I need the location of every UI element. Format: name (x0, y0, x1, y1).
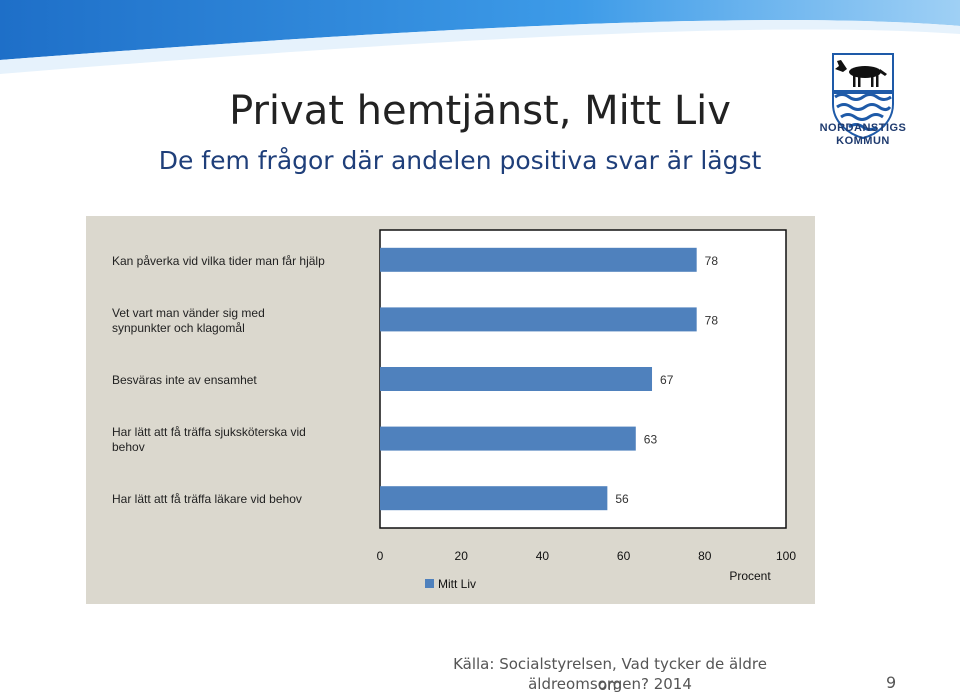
category-label-3: Besväras inte av ensamhet (112, 373, 257, 387)
logo-text-line2: KOMMUN (836, 135, 890, 147)
category-label-2-line2: synpunkter och klagomål (112, 321, 245, 335)
chart-panel: 78 Kan påverka vid vilka tider man får hj… (86, 216, 815, 604)
data-label-4: 63 (644, 433, 658, 447)
horse-icon (835, 60, 887, 87)
legend-swatch (425, 579, 434, 588)
bar-2 (380, 307, 697, 332)
municipality-logo (832, 53, 894, 140)
slide-subtitle: De fem frågor där andelen positiva svar … (158, 146, 762, 175)
page-number: 9 (886, 673, 897, 692)
data-label-5: 56 (615, 492, 629, 506)
category-label-4-line1: Har lätt att få träffa sjuksköterska vid (112, 425, 306, 439)
x-tick-label-40: 40 (536, 549, 550, 563)
bar-3 (380, 367, 653, 391)
logo-text-line1: NORDANSTIGS (819, 122, 907, 134)
x-tick-label-80: 80 (698, 549, 712, 563)
data-label-1: 78 (705, 254, 719, 268)
x-axis-title: Procent (729, 569, 771, 583)
x-tick-label-60: 60 (617, 549, 631, 563)
header-swoosh (0, 0, 960, 60)
bar-chart: 78 Kan påverka vid vilka tider man får hj… (112, 229, 796, 591)
source-line2: äldreomsorgen? 2014 (528, 675, 692, 693)
waves-icon (834, 93, 892, 131)
data-label-2: 78 (705, 313, 719, 327)
x-tick-label-100: 100 (776, 549, 796, 563)
source-line1: Källa: Socialstyrelsen, Vad tycker de äl… (453, 655, 767, 694)
bar-5 (380, 486, 608, 511)
bar-4 (380, 426, 636, 451)
x-tick-label-20: 20 (455, 549, 469, 563)
category-label-1: Kan påverka vid vilka tider man får hjäl… (112, 254, 325, 268)
bar-1 (380, 247, 697, 272)
header-swoosh-highlight (0, 20, 960, 74)
legend-label: Mitt Liv (438, 577, 476, 591)
category-label-4-line2: behov (112, 440, 145, 454)
category-label-5: Har lätt att få träffa läkare vid behov (112, 492, 302, 506)
data-label-3: 67 (660, 373, 674, 387)
category-label-2-line1: Vet vart man vänder sig med (112, 306, 265, 320)
slide-title: Privat hemtjänst, Mitt Liv (229, 88, 731, 134)
x-tick-label-0: 0 (377, 549, 384, 563)
